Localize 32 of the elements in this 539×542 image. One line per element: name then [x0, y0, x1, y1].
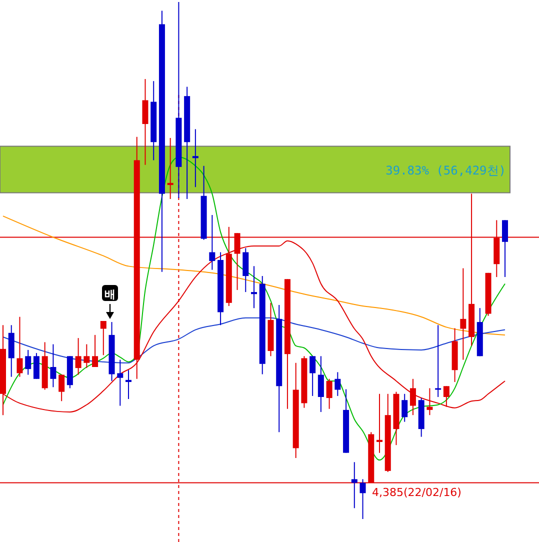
candlestick [351, 462, 358, 509]
candlestick [443, 386, 450, 408]
candlestick [242, 248, 249, 293]
candlestick [126, 370, 132, 400]
candlestick [310, 356, 316, 396]
candlestick [435, 324, 442, 398]
candlestick [360, 478, 366, 520]
candlestick [334, 372, 341, 396]
candlestick [318, 356, 324, 412]
candlestick [92, 334, 98, 368]
candlestick [84, 344, 90, 369]
candlestick [142, 78, 148, 166]
candlestick [209, 214, 216, 270]
annotation: 배 [104, 288, 116, 301]
candlestick [251, 266, 257, 309]
candlestick [33, 352, 40, 380]
candlestick [25, 349, 32, 376]
candlestick [402, 393, 408, 422]
candlestick [16, 316, 23, 378]
candlestick [167, 137, 174, 200]
candlestick [117, 359, 124, 406]
candlestick [326, 378, 332, 410]
candlestick [460, 268, 466, 360]
candlestick [58, 374, 65, 402]
candlestick [100, 320, 106, 356]
band-label: 39.83% (56,429천) [386, 164, 506, 178]
annotation: 4,385(22/02/16) [372, 486, 462, 499]
candlestick [376, 393, 382, 454]
candlestick [192, 128, 198, 188]
candlestick [75, 338, 82, 376]
candlestick [502, 220, 508, 278]
candlestick [50, 344, 56, 388]
